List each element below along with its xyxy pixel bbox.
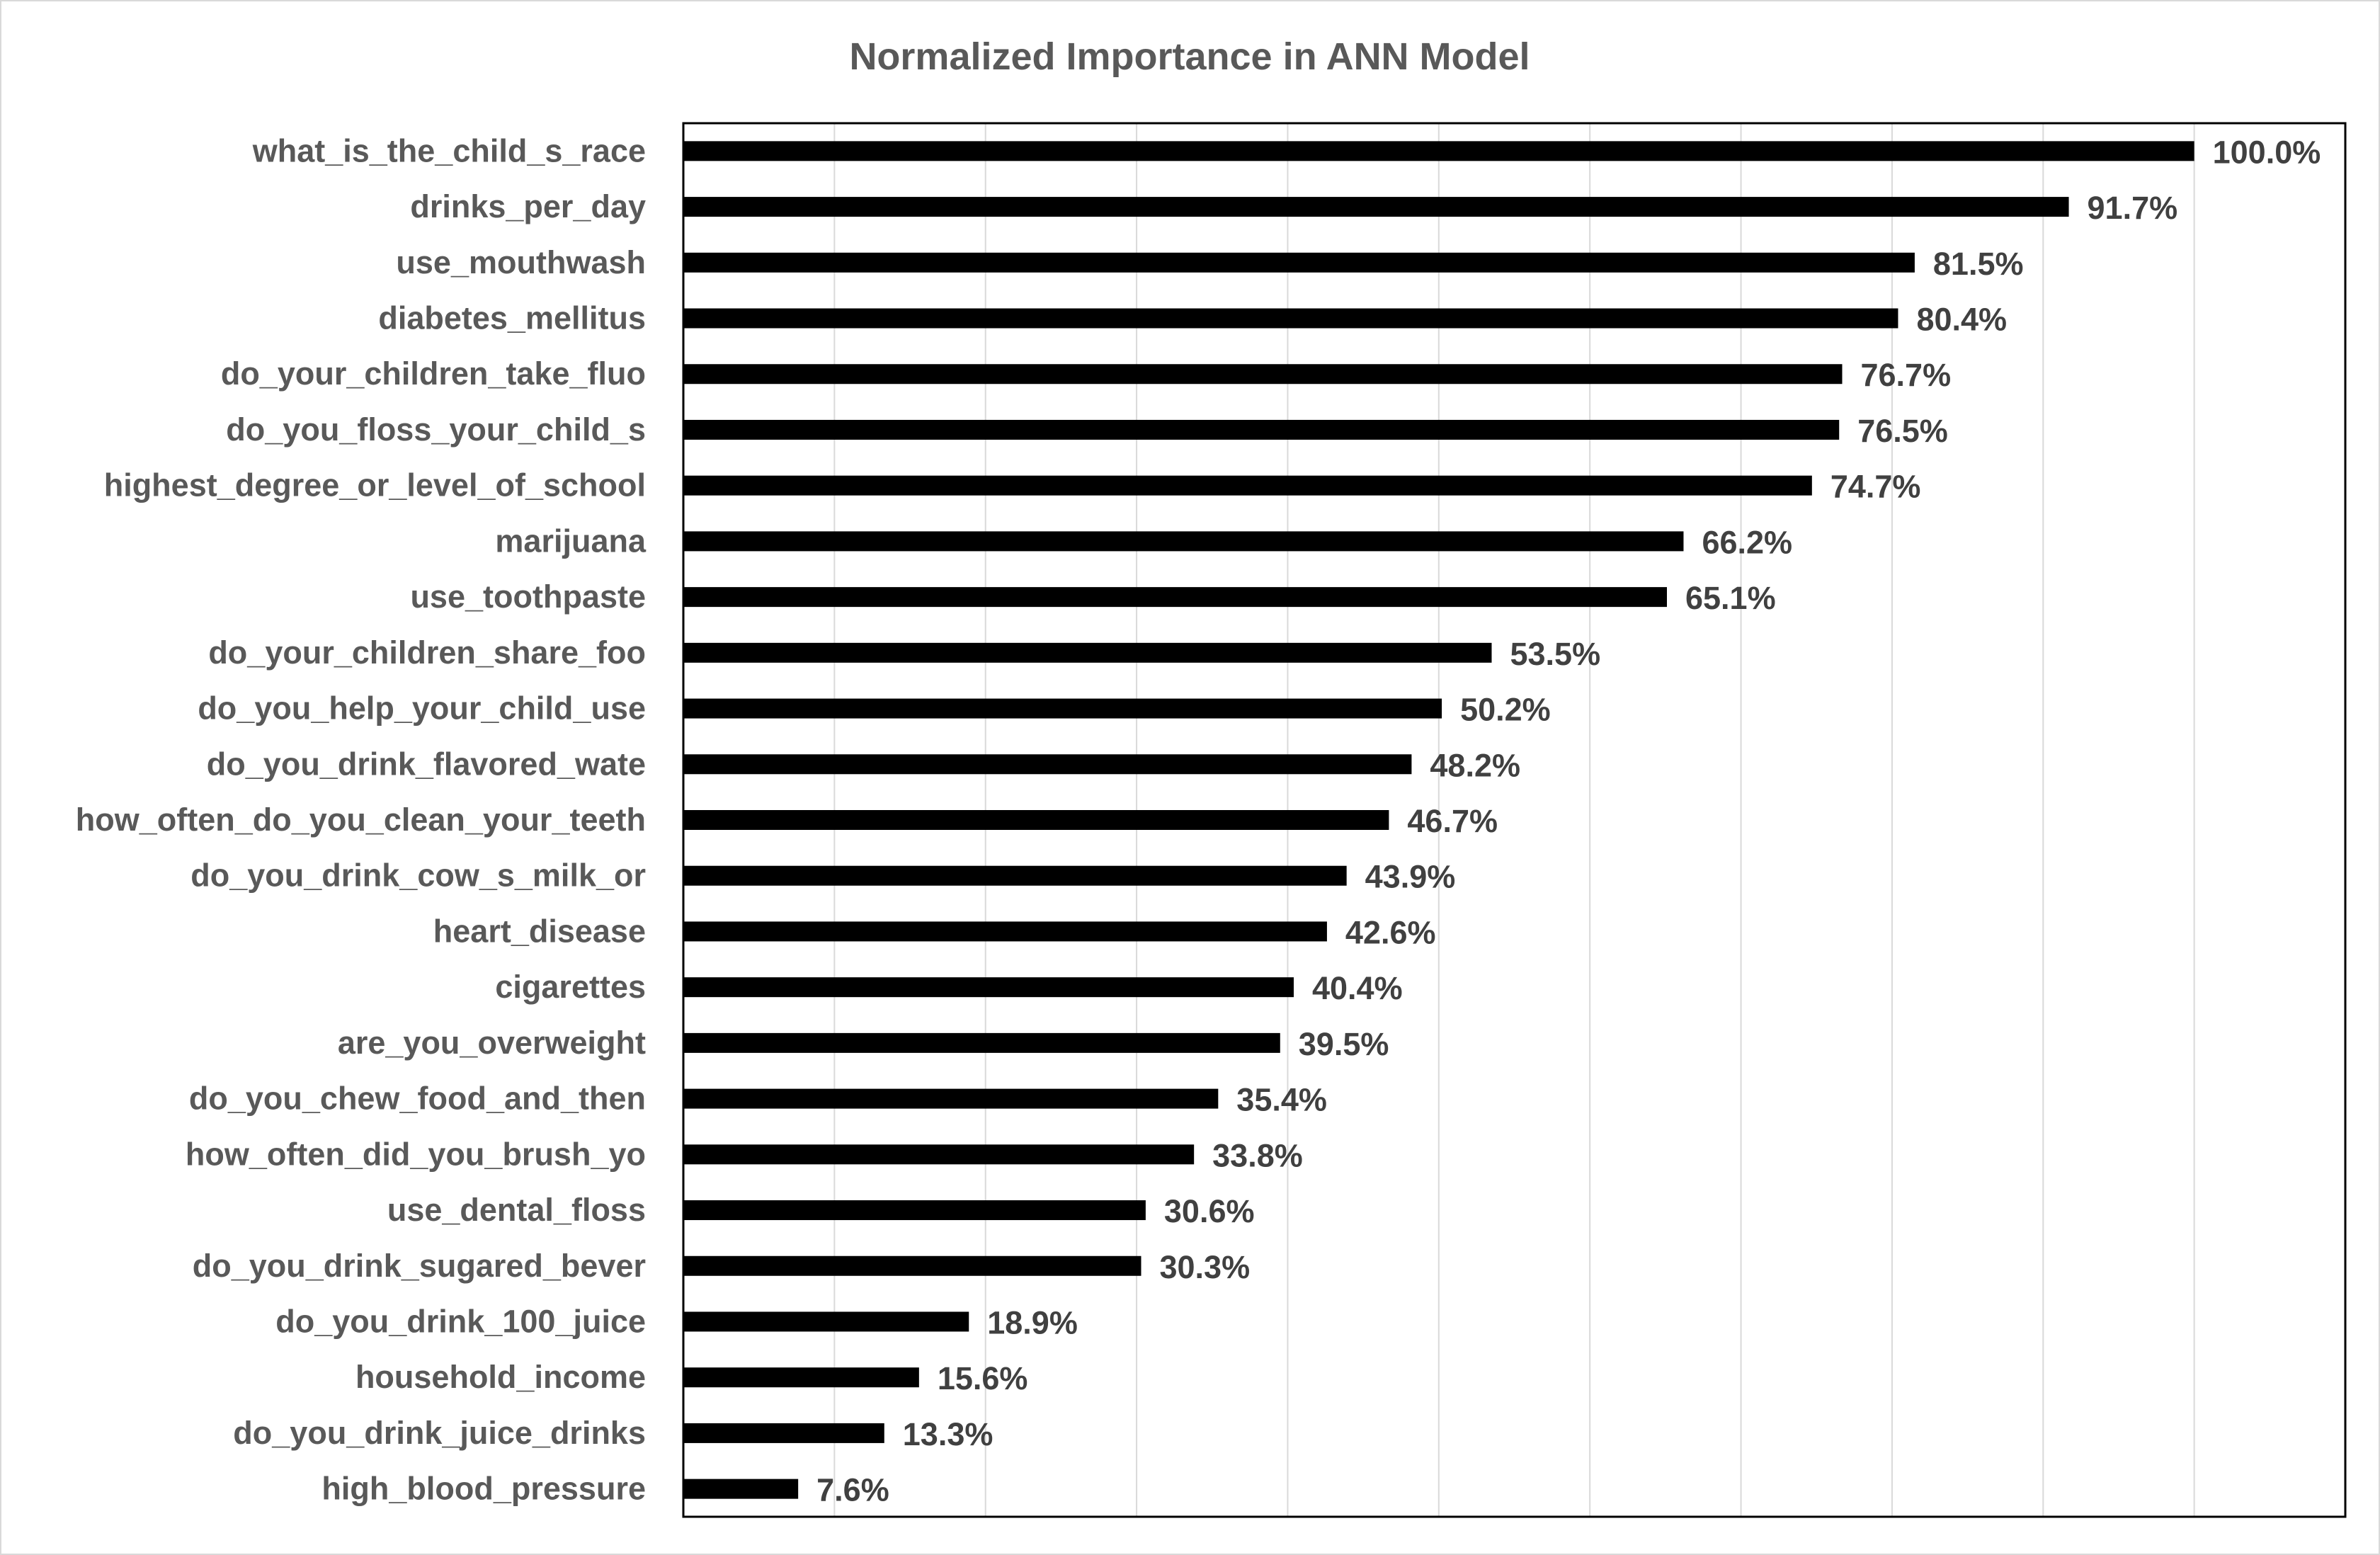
data-label: 42.6%: [1345, 914, 1436, 950]
data-label: 100.0%: [2213, 134, 2321, 170]
bar: [683, 1144, 1195, 1165]
data-label: 39.5%: [1299, 1026, 1389, 1062]
data-label: 30.3%: [1159, 1249, 1250, 1285]
category-label: do_you_drink_cow_s_milk_or: [190, 858, 646, 894]
data-label: 66.2%: [1702, 524, 1792, 560]
data-label: 43.9%: [1365, 859, 1456, 895]
category-label: what_is_the_child_s_race: [252, 132, 646, 169]
data-label: 46.7%: [1407, 803, 1498, 839]
category-label: use_toothpaste: [410, 579, 646, 615]
category-label: heart_disease: [433, 913, 646, 949]
chart-title: Normalized Importance in ANN Model: [849, 35, 1530, 78]
category-label: do_you_drink_flavored_wate: [207, 746, 646, 782]
bar: [683, 1200, 1146, 1221]
category-label: highest_degree_or_level_of_school: [104, 467, 646, 503]
bar: [683, 1032, 1280, 1053]
category-label: drinks_per_day: [410, 188, 646, 224]
bar: [683, 977, 1294, 998]
bar: [683, 1311, 969, 1332]
bar: [683, 642, 1492, 663]
bar: [683, 364, 1843, 385]
data-label: 74.7%: [1830, 469, 1921, 505]
data-label: 81.5%: [1933, 246, 2024, 282]
bar: [683, 252, 1915, 273]
bar: [683, 531, 1684, 552]
gridlines: [833, 123, 2195, 1517]
data-label: 65.1%: [1685, 580, 1776, 616]
category-label: do_you_drink_sugared_bever: [193, 1248, 646, 1284]
bar: [683, 1088, 1219, 1109]
bar: [683, 921, 1327, 942]
bar: [683, 141, 2194, 161]
bars: [683, 141, 2194, 1499]
category-labels: what_is_the_child_s_race drinks_per_dayus…: [76, 132, 647, 1506]
data-label: 15.6%: [938, 1360, 1028, 1396]
category-label: do_your_children_take_fluo: [221, 355, 646, 392]
data-label: 76.5%: [1857, 413, 1948, 449]
category-label: how_often_do_you_clean_your_teeth: [76, 802, 646, 838]
category-label: do_you_drink_juice_drinks: [233, 1415, 646, 1451]
data-label: 76.7%: [1860, 357, 1951, 393]
data-label: 18.9%: [987, 1304, 1078, 1340]
data-label: 80.4%: [1916, 302, 2007, 338]
bar: [683, 810, 1389, 830]
data-label: 33.8%: [1212, 1137, 1303, 1173]
data-label: 13.3%: [903, 1416, 993, 1452]
data-label: 30.6%: [1164, 1193, 1255, 1229]
category-label: marijuana: [495, 523, 647, 559]
bar: [683, 698, 1442, 719]
bar: [683, 1255, 1141, 1276]
category-label: household_income: [355, 1359, 646, 1395]
data-label: 48.2%: [1430, 747, 1520, 783]
category-label: do_you_drink_100_juice: [275, 1303, 646, 1339]
data-label: 7.6%: [816, 1472, 889, 1508]
bar: [683, 587, 1667, 608]
category-label: do_you_floss_your_child_s: [226, 411, 646, 448]
category-label: use_dental_floss: [387, 1192, 646, 1228]
bar: [683, 865, 1347, 886]
category-label: do_you_chew_food_and_then: [189, 1081, 646, 1117]
data-label: 50.2%: [1460, 692, 1551, 728]
bar: [683, 754, 1412, 775]
data-labels: 100.0% 91.7% 81.5% 80.4% 76.7% 76.5% 74.7% 66.2…: [816, 134, 2321, 1508]
category-label: use_mouthwash: [396, 244, 646, 280]
category-label: do_you_help_your_child_use: [198, 690, 646, 727]
data-label: 91.7%: [2088, 190, 2178, 226]
bar: [683, 1367, 919, 1388]
category-label: diabetes_mellitus: [378, 300, 646, 336]
plot-area-border: [682, 122, 2347, 1518]
category-label: how_often_did_you_brush_yo: [186, 1136, 646, 1172]
category-label: are_you_overweight: [338, 1025, 646, 1061]
data-label: 40.4%: [1312, 970, 1403, 1006]
bar: [683, 1423, 884, 1443]
category-label: high_blood_pressure: [321, 1471, 646, 1507]
bar: [683, 1479, 799, 1499]
bar: [683, 419, 1840, 440]
category-label: do_your_children_share_foo: [208, 634, 646, 671]
data-label: 35.4%: [1236, 1082, 1327, 1118]
bar: [683, 475, 1812, 496]
category-label: cigarettes: [495, 969, 646, 1005]
data-label: 53.5%: [1510, 636, 1600, 672]
bar: [683, 197, 2069, 217]
bar: [683, 308, 1898, 329]
